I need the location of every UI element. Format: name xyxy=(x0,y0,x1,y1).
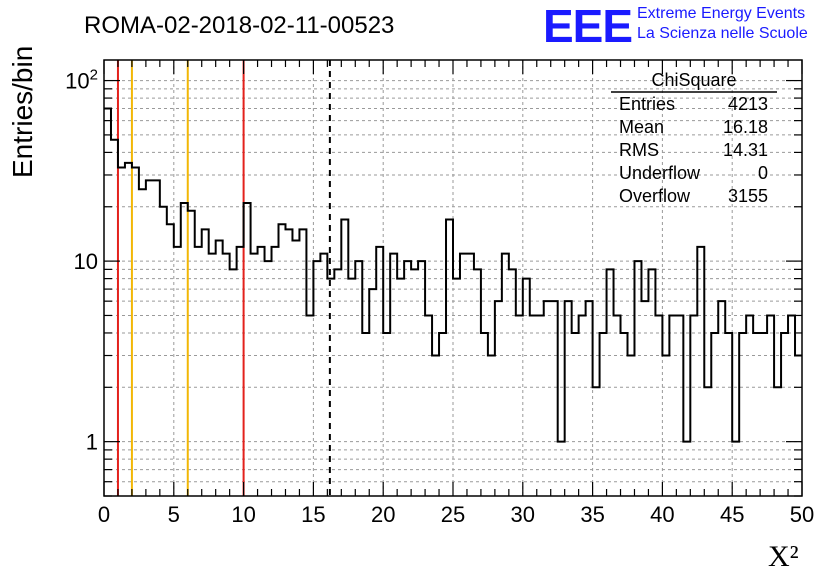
stats-label-mean: Mean xyxy=(619,117,664,137)
stats-label-underflow: Underflow xyxy=(619,163,701,183)
x-tick-label: 40 xyxy=(650,502,674,527)
x-tick-label: 35 xyxy=(580,502,604,527)
y-tick-labels: 1 10 102 xyxy=(65,67,98,455)
logo-line-1: Extreme Energy Events xyxy=(637,5,805,22)
x-tick-label: 30 xyxy=(511,502,535,527)
x-tick-label: 45 xyxy=(720,502,744,527)
x-tick-label: 25 xyxy=(441,502,465,527)
stats-label-rms: RMS xyxy=(619,140,659,160)
x-tick-labels: 0 5 10 15 20 25 30 35 40 45 50 xyxy=(98,502,814,527)
x-tick-label: 5 xyxy=(168,502,180,527)
y-tick-label: 102 xyxy=(65,67,98,94)
stats-value-mean: 16.18 xyxy=(723,117,768,137)
x-axis-label: X² xyxy=(768,540,799,572)
logo-line-2: La Scienza nelle Scuole xyxy=(637,25,808,42)
eee-logo: EEE Extreme Energy Events La Scienza nel… xyxy=(543,0,808,52)
stats-value-entries: 4213 xyxy=(728,94,768,114)
stats-label-entries: Entries xyxy=(619,94,675,114)
stats-value-rms: 14.31 xyxy=(723,140,768,160)
chart-title: ROMA-02-2018-02-11-00523 xyxy=(84,12,394,39)
reference-lines xyxy=(116,60,331,496)
x-tick-label: 0 xyxy=(98,502,110,527)
logo-mark: EEE xyxy=(543,0,632,52)
x-tick-label: 10 xyxy=(231,502,255,527)
y-axis-label: Entries/bin xyxy=(7,46,38,178)
axes xyxy=(103,59,803,497)
x-tick-label: 50 xyxy=(790,502,814,527)
y-tick-label: 1 xyxy=(86,430,98,455)
grid xyxy=(104,60,802,497)
x-tick-label: 15 xyxy=(301,502,325,527)
stats-box: ChiSquare Entries 4213 Mean 16.18 RMS 14… xyxy=(611,70,777,206)
stats-title: ChiSquare xyxy=(651,70,736,90)
x-tick-label: 20 xyxy=(371,502,395,527)
histogram xyxy=(104,107,802,443)
stats-value-overflow: 3155 xyxy=(728,186,768,206)
stats-value-underflow: 0 xyxy=(758,163,768,183)
y-tick-label: 10 xyxy=(74,249,98,274)
histogram-line xyxy=(104,107,802,443)
stats-label-overflow: Overflow xyxy=(619,186,691,206)
